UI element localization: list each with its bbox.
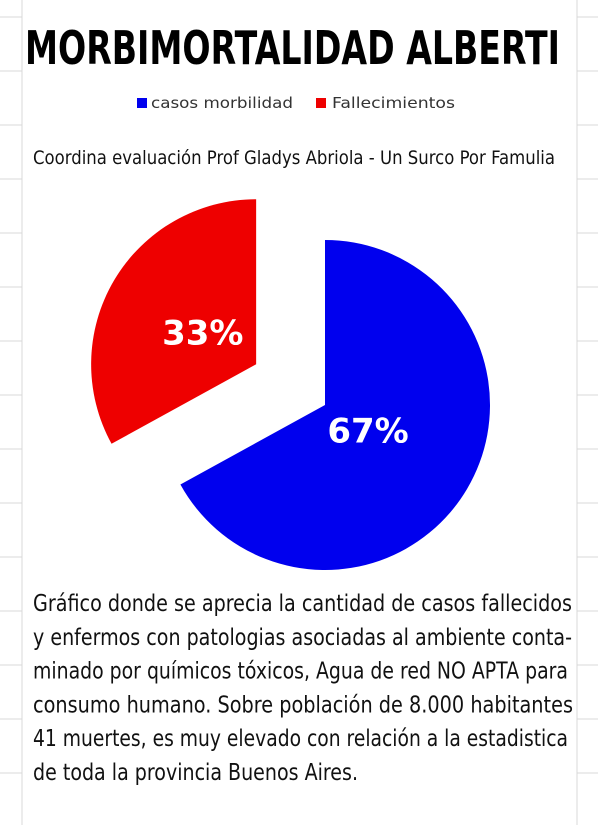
chart-subtitle: Coordina evaluación Prof Gladys Abriola … — [33, 147, 555, 169]
pie-slice — [180, 240, 490, 570]
legend-label: casos morbilidad — [151, 94, 293, 112]
pie: 67% 33% — [91, 199, 490, 570]
pie-slice — [91, 199, 257, 444]
slice-label: 67% — [327, 411, 408, 451]
slice-label: 33% — [162, 314, 243, 354]
caption-line: de toda la provincia Buenos Aires. — [33, 760, 358, 786]
legend-label: Fallecimientos — [332, 94, 455, 112]
caption: Gráfico donde se aprecia la cantidad de … — [33, 591, 573, 786]
sheet-grid — [0, 16, 598, 774]
legend-swatch — [316, 98, 326, 108]
caption-line: 41 muertes, es muy elevado con relación … — [33, 726, 568, 752]
legend-swatch — [137, 98, 147, 108]
caption-line: minado por químicos tóxicos, Agua de red… — [33, 659, 568, 685]
caption-line: Gráfico donde se aprecia la cantidad de … — [33, 591, 572, 617]
chart-title: MORBIMORTALIDAD ALBERTI — [25, 21, 560, 75]
caption-line: y enfermos con patologias asociadas al a… — [33, 625, 572, 651]
legend: casos morbilidad Fallecimientos — [137, 94, 455, 112]
caption-line: consumo humano. Sobre población de 8.000… — [33, 692, 573, 718]
